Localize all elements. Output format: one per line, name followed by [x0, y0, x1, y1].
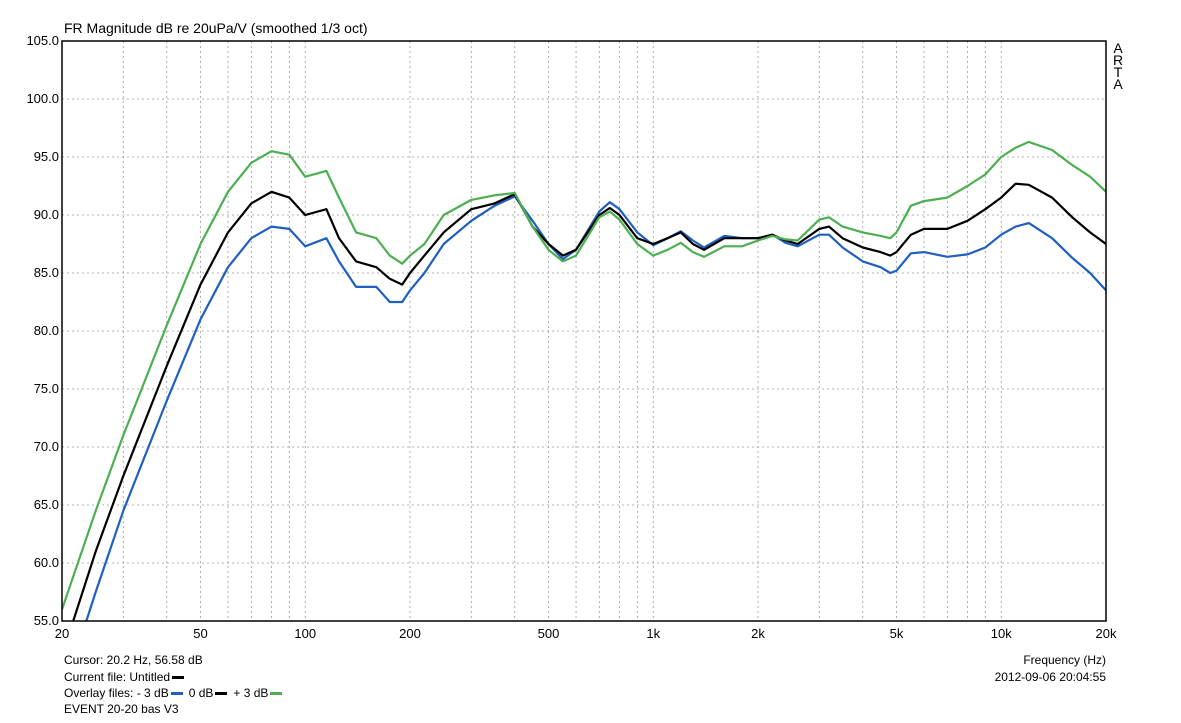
y-tick-label: 100.0 — [26, 91, 59, 106]
x-tick-label: 5k — [890, 626, 904, 641]
overlay-legend-label: 0 dB — [188, 686, 214, 700]
overlay-legend-swatch — [170, 692, 183, 696]
y-tick-label: 95.0 — [34, 149, 59, 164]
overlay-files-line: Overlay files: - 3 dB 0 dB + 3 dB — [64, 686, 288, 700]
cursor-readout: Cursor: 20.2 Hz, 56.58 dB — [64, 653, 203, 667]
overlay-legend-swatch — [215, 692, 228, 696]
y-tick-label: 65.0 — [34, 497, 59, 512]
series-line-0dB — [72, 182, 1106, 621]
y-tick-label: 55.0 — [34, 613, 59, 628]
x-tick-label: 10k — [991, 626, 1012, 641]
y-tick-label: 70.0 — [34, 439, 59, 454]
overlay-prefix: Overlay files: — [64, 686, 137, 700]
x-tick-label: 1k — [646, 626, 660, 641]
overlay-legend-item: - 3 dB — [137, 686, 183, 700]
current-file-line: Current file: Untitled — [64, 670, 185, 684]
overlay-legend-item: + 3 dB — [233, 686, 283, 700]
series-lines — [62, 140, 1106, 621]
y-tick-label: 105.0 — [26, 33, 59, 48]
note-line: EVENT 20-20 bas V3 — [64, 702, 179, 716]
current-file-text: Current file: Untitled — [64, 670, 171, 684]
series-line-plus3dB — [62, 140, 1106, 610]
x-tick-label: 500 — [538, 626, 560, 641]
x-tick-label: 200 — [399, 626, 421, 641]
overlay-legend-label: + 3 dB — [233, 686, 269, 700]
plot-frame — [61, 40, 1107, 622]
y-tick-label: 90.0 — [34, 207, 59, 222]
x-tick-label: 100 — [294, 626, 316, 641]
y-tick-label: 85.0 — [34, 265, 59, 280]
y-tick-label: 80.0 — [34, 323, 59, 338]
grid — [62, 41, 1106, 621]
current-file-swatch — [172, 676, 185, 680]
overlay-legend: - 3 dB 0 dB + 3 dB — [137, 686, 289, 700]
tick-labels: 55.0 60.0 65.0 70.0 75.0 80.0 85.0 90.0 95.0 100.… — [26, 33, 1117, 641]
chart-title: FR Magnitude dB re 20uPa/V (smoothed 1/3… — [64, 20, 368, 36]
x-tick-label: 2k — [751, 626, 765, 641]
x-axis-label: Frequency (Hz) — [1023, 653, 1106, 667]
x-tick-label: 50 — [193, 626, 207, 641]
y-tick-label: 60.0 — [34, 555, 59, 570]
x-tick-label: 20 — [55, 626, 69, 641]
overlay-legend-label: - 3 dB — [136, 686, 169, 700]
overlay-legend-item: 0 dB — [189, 686, 228, 700]
arta-watermark: ARTA — [1112, 40, 1124, 92]
y-tick-label: 75.0 — [34, 381, 59, 396]
series-line-minus3dB — [85, 195, 1106, 621]
x-tick-label: 20k — [1096, 626, 1117, 641]
timestamp: 2012-09-06 20:04:55 — [994, 670, 1106, 684]
overlay-legend-swatch — [270, 692, 283, 696]
